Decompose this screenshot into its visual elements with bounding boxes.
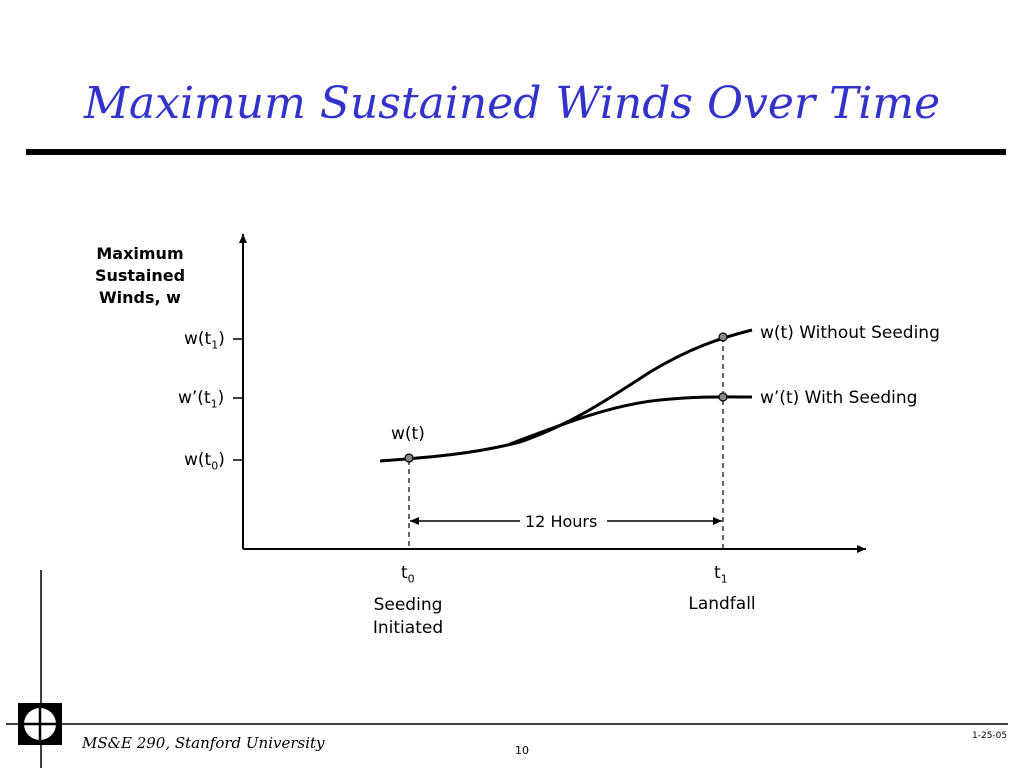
footer-course: MS&E 290, Stanford University: [82, 734, 325, 752]
point-wt0: [404, 453, 414, 463]
legend-without-seeding: w(t) Without Seeding: [760, 323, 940, 343]
x-tick-label-t0: t0: [401, 563, 415, 586]
interval-label: 12 Hours: [525, 512, 598, 531]
point-wt1: [718, 332, 728, 342]
y-tick-label-wt0: w(t0): [184, 450, 225, 473]
slide-title: Maximum Sustained Winds Over Time: [83, 78, 941, 129]
point-label-wt: w(t): [391, 424, 425, 444]
footer-date: 1-25-05: [972, 731, 1008, 741]
point-wprime-t1: [718, 392, 728, 402]
curve-without-seeding: [379, 328, 753, 463]
caption-landfall: Landfall: [688, 594, 756, 614]
caption-seeding-initiated: Seeding Initiated: [372, 595, 444, 638]
x-tick-label-t1: t1: [714, 563, 728, 586]
curve-with-seeding: [509, 395, 753, 446]
y-tick-label-wt1: w(t1): [184, 329, 225, 352]
footer-page-number: 10: [515, 744, 529, 757]
title-divider: [26, 149, 1006, 155]
y-axis-label: Maximum Sustained Winds, w: [94, 244, 186, 307]
y-tick-label-wprime-t1: w’(t1): [178, 388, 225, 411]
legend-with-seeding: w’(t) With Seeding: [760, 388, 918, 408]
